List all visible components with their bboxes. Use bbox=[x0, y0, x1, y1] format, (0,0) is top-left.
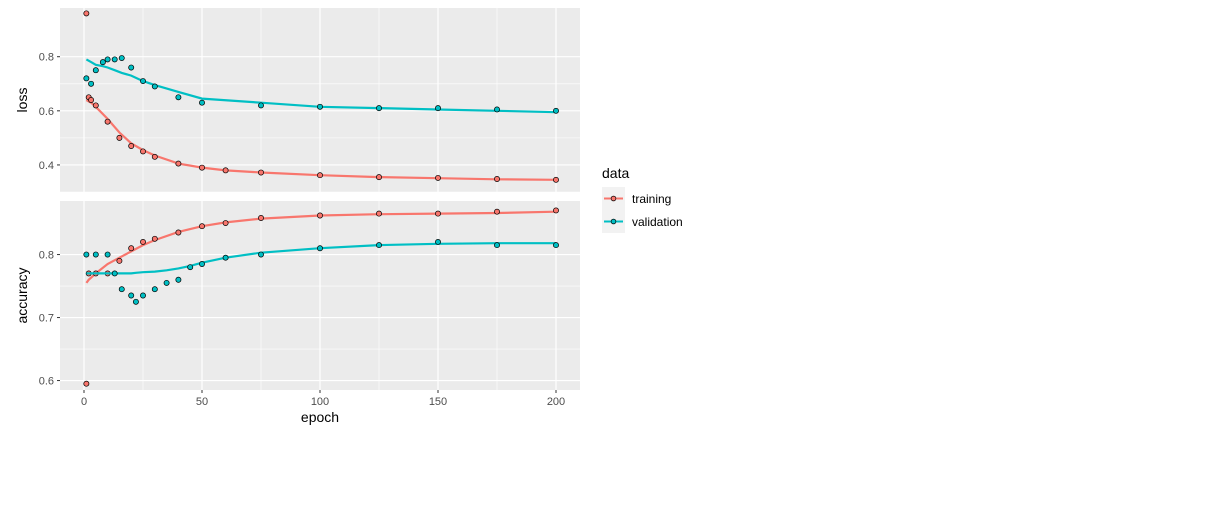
point-training bbox=[116, 257, 123, 264]
point-validation bbox=[199, 261, 205, 267]
point-validation bbox=[151, 83, 158, 90]
point-validation bbox=[435, 238, 441, 245]
point-validation bbox=[118, 55, 125, 62]
panel-loss: 0.4 0.6 0.8 loss bbox=[14, 8, 580, 193]
point-validation bbox=[128, 292, 135, 299]
x-tick-label: 50 bbox=[196, 396, 208, 408]
point-training bbox=[151, 235, 158, 242]
point-training bbox=[92, 102, 99, 109]
point-validation bbox=[83, 75, 90, 82]
legend-entries: training validation bbox=[602, 187, 683, 233]
point-training bbox=[376, 174, 382, 181]
point-validation bbox=[494, 242, 500, 249]
point-training bbox=[151, 153, 158, 160]
point-validation bbox=[376, 242, 382, 249]
point-validation bbox=[199, 99, 205, 106]
legend-label: training bbox=[632, 192, 671, 206]
point-training bbox=[317, 172, 323, 179]
point-validation bbox=[99, 59, 106, 66]
y-tick-label: 0.6 bbox=[39, 376, 54, 388]
point-validation bbox=[92, 67, 99, 74]
point-training bbox=[83, 10, 90, 17]
point-validation bbox=[132, 298, 139, 305]
point-training bbox=[222, 220, 229, 226]
point-training bbox=[553, 207, 559, 214]
point-training bbox=[88, 97, 95, 103]
point-training bbox=[104, 118, 111, 125]
point-validation bbox=[140, 292, 146, 299]
point-validation bbox=[187, 264, 194, 271]
point-validation bbox=[163, 279, 170, 286]
point-training bbox=[128, 245, 135, 252]
point-training bbox=[140, 148, 146, 155]
point-training bbox=[317, 212, 323, 219]
point-training bbox=[140, 238, 146, 245]
point-validation bbox=[175, 94, 182, 101]
point-validation bbox=[140, 78, 146, 85]
point-training bbox=[494, 176, 500, 182]
y-tick-label: 0.4 bbox=[39, 160, 54, 172]
point-training bbox=[553, 176, 559, 183]
point-training bbox=[376, 210, 382, 217]
y-axis-title-loss: loss bbox=[14, 88, 30, 113]
point-training bbox=[258, 169, 264, 176]
x-tick-label: 0 bbox=[81, 396, 87, 408]
point-training bbox=[435, 210, 441, 217]
point-validation bbox=[104, 251, 111, 258]
point-validation bbox=[118, 286, 125, 293]
point-validation bbox=[317, 103, 323, 110]
point-validation bbox=[175, 276, 182, 283]
point-validation bbox=[88, 80, 95, 87]
point-validation bbox=[128, 64, 135, 71]
legend: data training validation bbox=[602, 165, 683, 233]
point-validation bbox=[376, 105, 382, 112]
point-training bbox=[494, 208, 500, 215]
chart-panels: 0.4 0.6 0.8 loss 0.6 0.7 0.8 accuracy bbox=[14, 8, 580, 390]
point-training bbox=[199, 164, 205, 171]
point-validation bbox=[317, 245, 323, 252]
legend-key-point bbox=[610, 195, 617, 202]
y-axis-title-accuracy: accuracy bbox=[14, 267, 30, 323]
point-training bbox=[116, 134, 123, 141]
point-validation bbox=[222, 254, 229, 261]
point-validation bbox=[553, 107, 559, 114]
x-axis-title: epoch bbox=[301, 409, 339, 425]
y-tick-label: 0.8 bbox=[39, 250, 54, 262]
legend-title: data bbox=[602, 165, 629, 181]
point-training bbox=[175, 160, 182, 167]
point-validation bbox=[92, 251, 99, 258]
point-validation bbox=[553, 242, 559, 249]
point-validation bbox=[494, 106, 500, 113]
point-training bbox=[222, 167, 229, 174]
point-validation bbox=[435, 105, 441, 112]
point-training bbox=[199, 223, 205, 230]
point-validation bbox=[151, 286, 158, 293]
y-tick-label: 0.6 bbox=[39, 106, 54, 118]
legend-key-point bbox=[610, 218, 617, 225]
x-axis: 0 50 100 150 200 bbox=[81, 390, 565, 408]
legend-entry-training: training bbox=[602, 187, 671, 210]
point-validation bbox=[104, 56, 111, 63]
point-validation bbox=[258, 102, 264, 109]
smooth-line-validation bbox=[85, 58, 557, 114]
legend-entry-validation: validation bbox=[602, 210, 683, 233]
point-training bbox=[83, 380, 90, 387]
x-tick-label: 200 bbox=[547, 396, 565, 408]
point-validation bbox=[111, 270, 118, 277]
point-training bbox=[435, 174, 441, 181]
legend-label: validation bbox=[632, 215, 683, 229]
x-tick-label: 100 bbox=[311, 396, 329, 408]
point-validation bbox=[258, 251, 264, 258]
point-training bbox=[258, 215, 264, 221]
point-validation bbox=[111, 56, 118, 63]
y-tick-label: 0.7 bbox=[39, 313, 54, 325]
y-tick-label: 0.8 bbox=[39, 52, 54, 64]
point-training bbox=[175, 229, 182, 236]
panel-accuracy: 0.6 0.7 0.8 accuracy bbox=[14, 201, 580, 390]
point-training bbox=[128, 143, 135, 149]
point-validation bbox=[83, 251, 90, 258]
x-tick-label: 150 bbox=[429, 396, 447, 408]
